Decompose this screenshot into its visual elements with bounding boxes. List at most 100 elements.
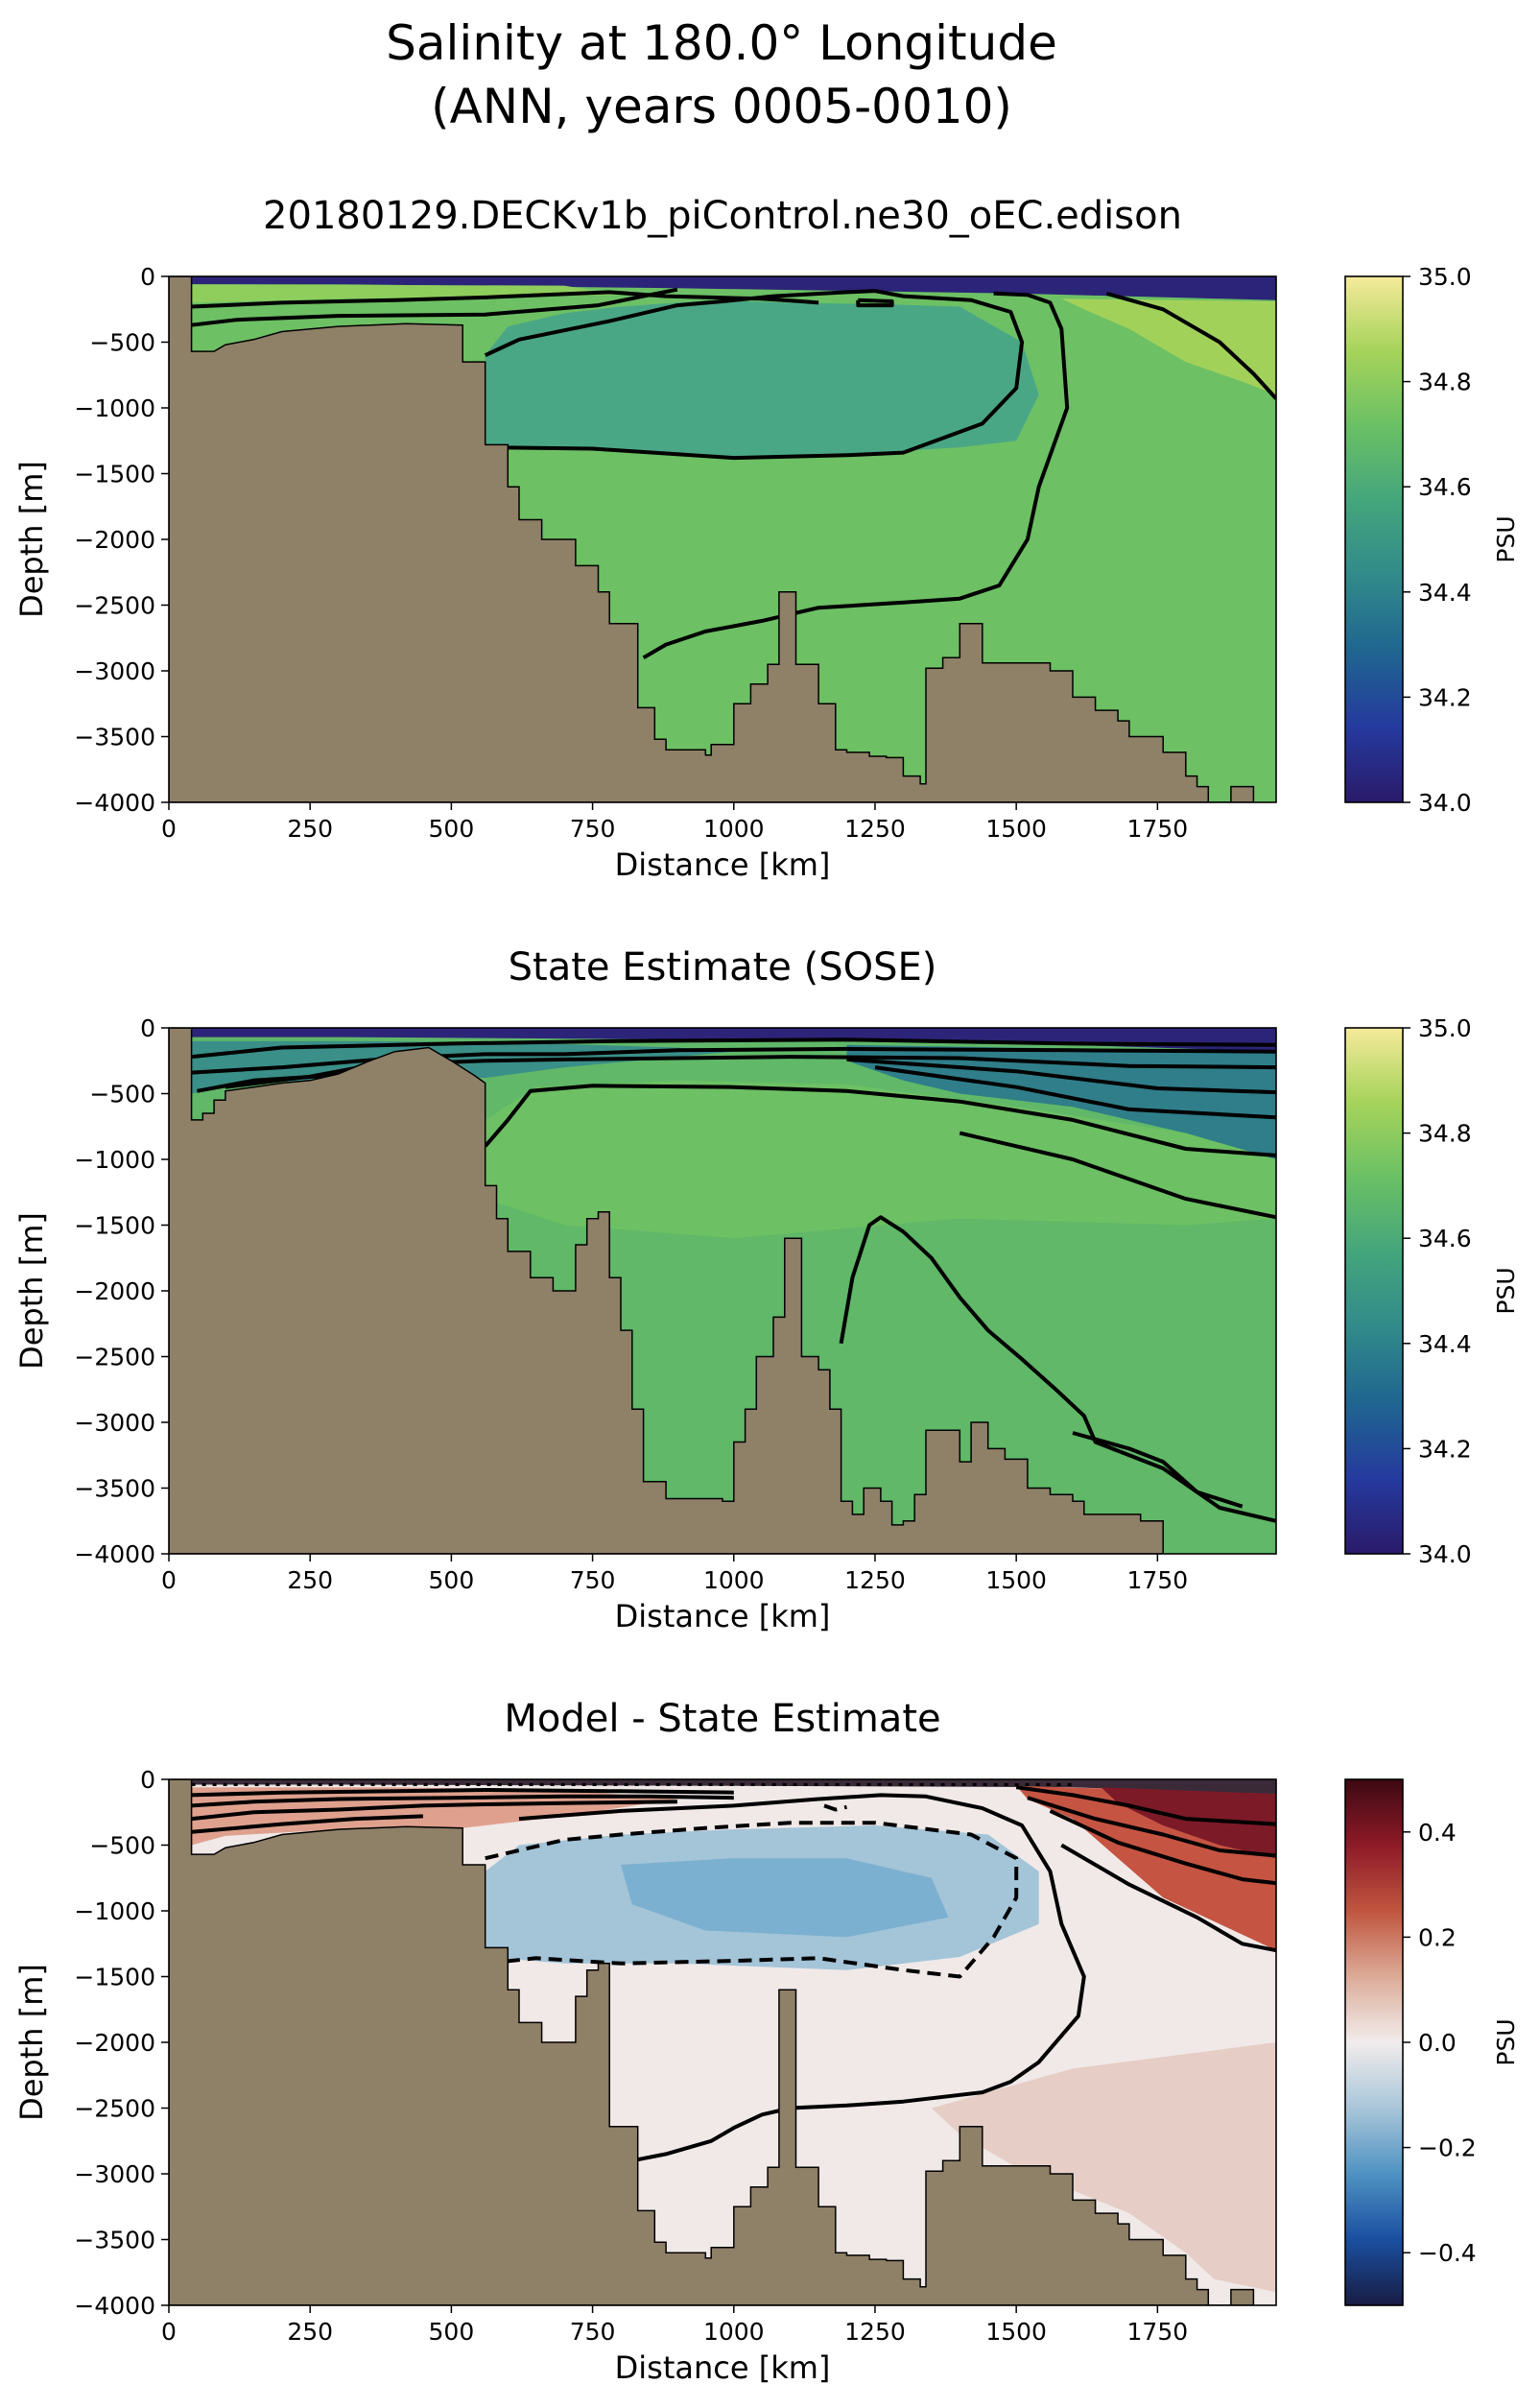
y-tick-label: −2500: [74, 2095, 155, 2123]
colorbar-tick-label: −0.2: [1418, 2134, 1477, 2162]
contour-line-0: [191, 1037, 1276, 1060]
panel-diff: Model - State Estimate 0 250 500 750 1000 1250…: [13, 1697, 1520, 2386]
x-tick-label: 250: [287, 815, 333, 843]
x-tick-label: 1500: [985, 1566, 1047, 1594]
colorbar-tick-label: 34.6: [1418, 1225, 1472, 1252]
colorbar-tick-label: 34.4: [1418, 579, 1472, 607]
colorbar-tick-label: −0.4: [1418, 2239, 1477, 2267]
contour-line-3: [191, 1814, 423, 1834]
colorbar-tick-label: 35.0: [1418, 263, 1472, 291]
x-tick-label: 0: [161, 1566, 177, 1594]
x-tick-label: 1000: [703, 815, 765, 843]
y-tick-label: −500: [89, 1081, 155, 1109]
x-tick-label: 250: [287, 1566, 333, 1594]
colorbar-tick-label: 34.4: [1418, 1330, 1472, 1358]
figure-title-line1: Salinity at 180.0° Longitude: [386, 15, 1057, 71]
colorbar-tick-label: 34.8: [1418, 1120, 1472, 1148]
x-tick-label: 500: [429, 815, 475, 843]
contour-line-4: [846, 1057, 1276, 1095]
x-tick-label: 250: [287, 2318, 333, 2346]
bathymetry: [169, 1779, 1255, 2305]
colorbar-label: PSU: [1492, 515, 1520, 562]
field-region-1: [191, 284, 621, 303]
y-tick-label: −4000: [74, 2292, 155, 2320]
y-tick-label: −1500: [74, 1212, 155, 1240]
contour-line-0: [191, 1788, 734, 1798]
x-axis-label: Distance [km]: [615, 2349, 831, 2386]
contour-line-10: [1060, 1843, 1276, 1953]
contour-line-1: [191, 1046, 1276, 1075]
colorbar: [1344, 1778, 1404, 2306]
panel-title: Model - State Estimate: [504, 1697, 940, 1741]
x-tick-label: 500: [429, 2318, 475, 2346]
y-tick-label: −1000: [74, 1897, 155, 1925]
field-region-6: [931, 2042, 1276, 2293]
x-axis-label: Distance [km]: [615, 846, 831, 883]
field: [169, 1028, 1276, 1554]
y-tick-label: −2000: [74, 1277, 155, 1305]
x-tick-label: 1250: [844, 2318, 906, 2346]
x-axis-label: Distance [km]: [615, 1598, 831, 1634]
y-tick-label: 0: [140, 1014, 155, 1042]
x-tick-label: 0: [161, 815, 177, 843]
field: [169, 276, 1276, 802]
contour-line-7: [1015, 1785, 1276, 1826]
contour-line-7: [959, 1131, 1276, 1220]
y-tick-label: −3000: [74, 2160, 155, 2188]
field-region-2: [846, 1044, 1276, 1159]
colorbar-tick-label: 34.2: [1418, 683, 1472, 711]
colorbar-tick-label: 34.6: [1418, 473, 1472, 501]
y-tick-label: 0: [140, 1766, 155, 1794]
contour-line-3: [856, 298, 894, 308]
x-tick-label: 1500: [985, 2318, 1047, 2346]
y-tick-label: −4000: [74, 789, 155, 817]
colorbar-tick-label: 34.0: [1418, 789, 1472, 817]
y-tick-label: −3500: [74, 1475, 155, 1503]
field-region-0: [169, 276, 1276, 300]
colorbar-tick-label: 35.0: [1418, 1014, 1472, 1042]
y-axis-label: Depth [m]: [13, 1212, 50, 1370]
colorbar-tick-label: 34.2: [1418, 1435, 1472, 1463]
y-tick-label: −2500: [74, 1344, 155, 1371]
figure-title-line2: (ANN, years 0005-0010): [431, 79, 1012, 134]
y-tick-label: −2000: [74, 526, 155, 554]
x-tick-label: 1750: [1127, 815, 1189, 843]
x-tick-label: 750: [570, 815, 616, 843]
contour-line-5: [823, 1803, 847, 1812]
contour-line-0: [191, 290, 819, 309]
y-axis-label: Depth [m]: [13, 461, 50, 618]
contour-line-6: [518, 1793, 1086, 2163]
contour-line-2: [484, 289, 1025, 461]
x-tick-label: 1250: [844, 1566, 906, 1594]
y-tick-label: −500: [89, 329, 155, 357]
panel-title: State Estimate (SOSE): [509, 945, 937, 989]
field-region-2: [485, 299, 1039, 459]
contour-line-5: [1105, 291, 1276, 400]
y-tick-label: −3000: [74, 657, 155, 685]
x-tick-label: 0: [161, 2318, 177, 2346]
bathymetry: [169, 1028, 1164, 1554]
colorbar-tick-label: 34.0: [1418, 1540, 1472, 1568]
x-tick-label: 1750: [1127, 2318, 1189, 2346]
field: [169, 1779, 1276, 2305]
y-tick-label: −2500: [74, 592, 155, 620]
contour-line-2: [191, 1800, 677, 1822]
contour-line-6: [484, 1084, 1276, 1157]
colorbar: [1344, 1027, 1404, 1555]
panel-title: 20180129.DECKv1b_piControl.ne30_oEC.edis…: [263, 194, 1182, 238]
field-region-5: [1101, 1787, 1276, 1859]
contour-line-8: [1027, 1796, 1276, 1858]
x-tick-label: 1250: [844, 815, 906, 843]
y-tick-label: −1000: [74, 394, 155, 422]
x-tick-label: 750: [570, 1566, 616, 1594]
contour-line-4: [485, 1821, 1019, 1979]
colorbar-tick-label: 34.8: [1418, 369, 1472, 396]
x-tick-label: 1500: [985, 815, 1047, 843]
y-axis-label: Depth [m]: [13, 1964, 50, 2121]
field-region-3: [1061, 298, 1276, 395]
y-tick-label: −3500: [74, 724, 155, 751]
contour-line-4: [642, 291, 1070, 660]
x-tick-label: 1000: [703, 1566, 765, 1594]
colorbar: [1344, 275, 1404, 803]
